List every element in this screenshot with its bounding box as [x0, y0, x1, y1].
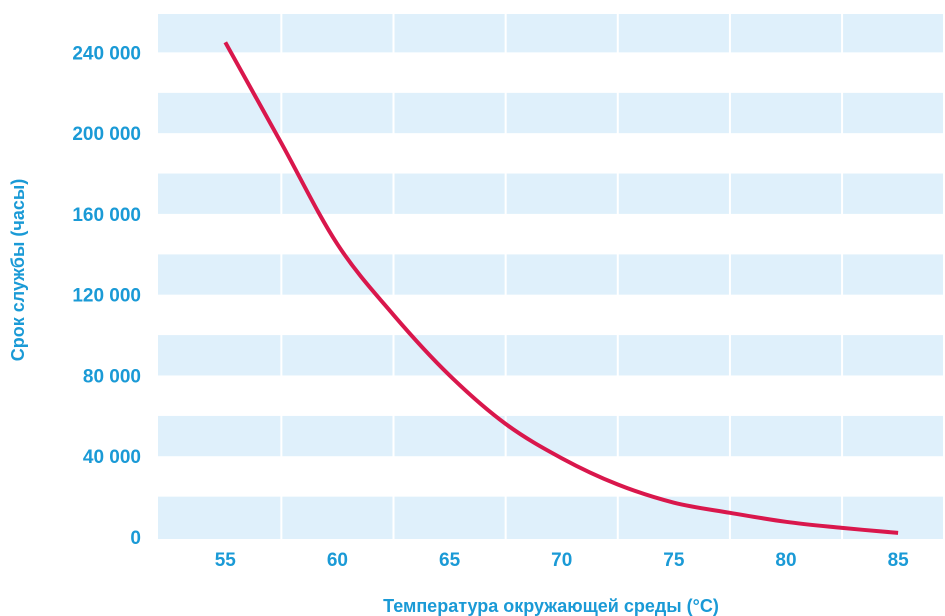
grid-band — [158, 536, 943, 539]
x-tick-label: 85 — [888, 550, 910, 571]
x-tick-label: 55 — [215, 550, 237, 571]
y-tick-label: 160 000 — [72, 205, 141, 226]
plot-background — [158, 14, 943, 539]
y-axis-tick-labels: 0 40 000 80 000 120 000 160 000 200 000 240 00… — [72, 43, 141, 549]
grid-band — [158, 496, 943, 537]
x-tick-label: 60 — [327, 550, 348, 571]
vertical-gridlines — [280, 14, 844, 539]
x-axis-label: Температура окружающей среды (°C) — [383, 596, 719, 616]
x-tick-label: 80 — [775, 550, 796, 571]
y-axis-label: Срок службы (часы) — [8, 179, 28, 362]
y-tick-label: 40 000 — [83, 447, 141, 468]
y-tick-label: 240 000 — [72, 43, 141, 64]
series-lines — [223, 41, 899, 535]
x-axis-tick-labels: 55 60 65 70 75 80 85 — [215, 550, 909, 571]
grid-band — [158, 173, 943, 214]
grid-band — [158, 14, 943, 53]
x-tick-label: 65 — [439, 550, 461, 571]
grid-band — [158, 213, 943, 255]
grid-band — [158, 52, 943, 93]
grid-band — [158, 133, 943, 174]
series-line — [223, 41, 899, 535]
grid-band — [158, 92, 943, 134]
grid-band — [158, 294, 943, 336]
y-tick-label: 80 000 — [83, 366, 141, 387]
grid-band — [158, 456, 943, 497]
y-tick-label: 120 000 — [72, 286, 141, 307]
x-tick-label: 75 — [663, 550, 685, 571]
grid-band — [158, 375, 943, 416]
y-tick-label: 200 000 — [72, 124, 141, 145]
x-tick-label: 70 — [551, 550, 572, 571]
grid-band — [158, 335, 943, 376]
y-tick-label: 0 — [130, 528, 141, 549]
grid-band — [158, 254, 943, 295]
grid-band — [158, 415, 943, 457]
